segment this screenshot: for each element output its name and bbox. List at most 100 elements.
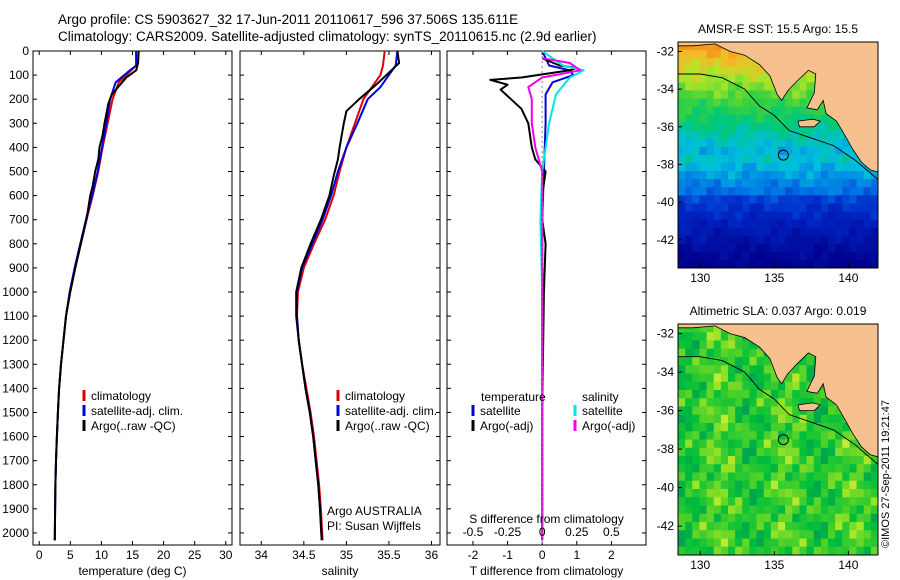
difference-xtick-label: 0: [539, 548, 546, 562]
map-sst-island: [797, 118, 821, 128]
map-sla-ytick-label: -40: [657, 481, 675, 495]
header-line-1: Argo profile: CS 5903627_32 17-Jun-2011 …: [58, 12, 519, 27]
map-sst-argo-marker: [777, 149, 789, 161]
salinity-xtick-label: 35: [340, 548, 354, 562]
depth-tick-label: 900: [9, 261, 29, 275]
temperature-legend-label: satellite-adj. clim.: [91, 404, 183, 418]
difference-legend-temperature-title: temperature: [481, 390, 546, 404]
salinity-xtick-label: 36: [425, 548, 439, 562]
difference-series-temperature-argo-adj-: [489, 57, 578, 541]
difference-legend-salinity-title: salinity: [582, 390, 619, 404]
map-sla-ytick-label: -42: [657, 519, 675, 533]
depth-tick-label: 400: [9, 140, 29, 154]
map-sst-xtick-label: 130: [690, 271, 710, 285]
depth-tick-label: 700: [9, 213, 29, 227]
depth-tick-label: 2000: [2, 526, 29, 540]
salinity-xtick-label: 35.5: [377, 548, 401, 562]
map-sla-ytick-label: -32: [657, 327, 675, 341]
map-sst-xtick-label: 140: [838, 271, 858, 285]
salinity-series-argo-raw-qc-: [295, 50, 401, 541]
map-sla-title: Altimetric SLA: 0.037 Argo: 0.019: [690, 304, 867, 318]
depth-tick-label: 600: [9, 189, 29, 203]
difference-s-tick-label: 0.25: [565, 525, 589, 539]
temperature-xtick-label: 25: [188, 548, 202, 562]
map-sst-ytick-label: -42: [657, 233, 675, 247]
depth-tick-label: 100: [9, 68, 29, 82]
map-sst-frame: [677, 41, 879, 269]
difference-axes-box: [446, 50, 647, 546]
temperature-xtick-label: 20: [157, 548, 171, 562]
temperature-xtick-label: 10: [95, 548, 109, 562]
salinity-xtick-label: 34.5: [292, 548, 316, 562]
depth-tick-label: 1700: [2, 454, 29, 468]
depth-tick-label: 1400: [2, 381, 29, 395]
map-sst-ytick-label: -38: [657, 157, 675, 171]
salinity-legend-label: climatology: [345, 389, 405, 403]
depth-tick-label: 800: [9, 237, 29, 251]
map-sla-xtick-label: 135: [764, 558, 784, 572]
map-sla-ytick-label: -36: [657, 404, 675, 418]
difference-xtick-label: -1: [502, 548, 513, 562]
map-sla-argo-marker: [777, 434, 789, 446]
difference-s-tick-label: -0.25: [494, 525, 522, 539]
salinity-axes-box: [239, 50, 441, 546]
map-sla-layer: [678, 324, 878, 555]
map-sst-ytick-label: -34: [657, 82, 675, 96]
temperature-legend-label: Argo(..raw -QC): [91, 419, 176, 433]
map-sst-ytick-label: -32: [657, 44, 675, 58]
temperature-xtick-label: 30: [219, 548, 233, 562]
depth-tick-label: 1000: [2, 285, 29, 299]
salinity-legend-label: satellite-adj. clim.: [345, 404, 437, 418]
salinity-xtick-label: 34: [255, 548, 269, 562]
temperature-xlabel: temperature (deg C): [78, 564, 186, 578]
salinity-annotation-line2: PI: Susan Wijffels: [327, 519, 421, 533]
map-sst-title: AMSR-E SST: 15.5 Argo: 15.5: [698, 22, 858, 36]
depth-tick-label: 1900: [2, 502, 29, 516]
difference-s-tick-label: 0: [539, 525, 546, 539]
temperature-legend-label: climatology: [91, 389, 151, 403]
depth-tick-label: 0: [22, 44, 29, 58]
difference-xtick-label: 2: [608, 548, 615, 562]
depth-tick-label: 500: [9, 164, 29, 178]
depth-tick-label: 1800: [2, 478, 29, 492]
depth-tick-label: 300: [9, 116, 29, 130]
difference-legend-label: satellite: [480, 404, 521, 418]
difference-legend-label: satellite: [582, 404, 623, 418]
depth-tick-label: 1500: [2, 405, 29, 419]
depth-tick-label: 200: [9, 92, 29, 106]
map-sla-ytick-label: -34: [657, 365, 675, 379]
map-sla-frame: [677, 323, 879, 556]
difference-xtick-label: 1: [573, 548, 580, 562]
difference-s-tick-label: 0.5: [603, 525, 620, 539]
difference-legend-label: Argo(-adj): [480, 419, 533, 433]
header-line-2: Climatology: CARS2009. Satellite-adjuste…: [58, 29, 597, 44]
map-sst-xtick-label: 135: [764, 271, 784, 285]
salinity-xlabel: salinity: [322, 564, 359, 578]
map-sst-shelf-contour: [678, 73, 878, 180]
difference-xtick-label: -2: [468, 548, 479, 562]
map-sla-shelf-contour: [678, 356, 878, 465]
depth-tick-label: 1200: [2, 333, 29, 347]
salinity-annotation-line1: Argo AUSTRALIA: [327, 504, 422, 518]
difference-xlabel: T difference from climatology: [470, 564, 624, 578]
map-sla-xtick-label: 140: [838, 558, 858, 572]
map-sst-land: [678, 42, 878, 173]
map-sla-land: [678, 324, 878, 458]
difference-legend-label: Argo(-adj): [582, 419, 635, 433]
map-sst-layer: [678, 42, 878, 268]
depth-tick-label: 1300: [2, 357, 29, 371]
difference-s-tick-label: -0.5: [463, 525, 484, 539]
map-sst-ytick-label: -36: [657, 120, 675, 134]
map-sla-ytick-label: -38: [657, 442, 675, 456]
temperature-axes-box: [32, 50, 233, 546]
temperature-xtick-label: 15: [126, 548, 140, 562]
temperature-xtick-label: 5: [67, 548, 74, 562]
map-sla-island: [797, 402, 821, 412]
map-sla-xtick-label: 130: [690, 558, 710, 572]
depth-tick-label: 1100: [3, 309, 29, 323]
map-sst-ytick-label: -40: [657, 195, 675, 209]
depth-tick-label: 1600: [2, 430, 29, 444]
temperature-xtick-label: 0: [36, 548, 43, 562]
difference-s-label: S difference from climatology: [469, 512, 624, 526]
